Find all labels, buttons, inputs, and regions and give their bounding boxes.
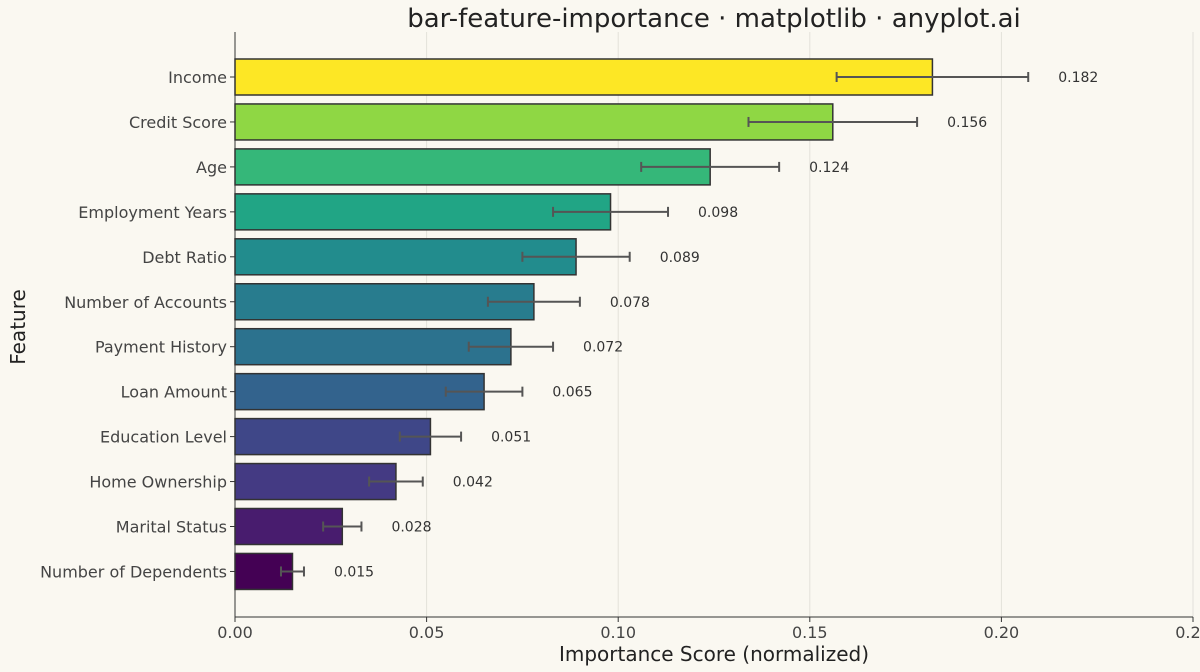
y-tick-label: Employment Years: [78, 203, 227, 222]
y-tick-label: Debt Ratio: [142, 248, 227, 267]
value-label: 0.065: [552, 385, 592, 401]
x-ticks: 0.00 0.05 0.10 0.15 0.20 0.25: [217, 617, 1200, 642]
bar-number-of-accounts: [234, 283, 535, 321]
value-label: 0.078: [610, 295, 650, 311]
value-label: 0.042: [453, 475, 493, 491]
x-tick-label: 0.00: [217, 623, 253, 642]
y-tick-label: Home Ownership: [89, 473, 227, 492]
bar-loan-amount: [234, 372, 485, 411]
bars: [234, 58, 934, 591]
bar-age: [234, 148, 711, 186]
value-labels: 0.182 0.156 0.124 0.098 0.089 0.078 0.072 0.065…: [334, 70, 1098, 580]
value-label: 0.051: [491, 430, 531, 446]
y-tick-label: Credit Score: [129, 113, 227, 132]
x-tick-label: 0.15: [792, 623, 828, 642]
y-tick-label: Number of Accounts: [64, 293, 227, 312]
y-tick-label: Income: [168, 68, 227, 87]
value-label: 0.156: [947, 115, 987, 131]
y-axis-label: Feature: [6, 289, 30, 365]
x-tick-label: 0.25: [1175, 623, 1200, 642]
y-tick-label: Age: [196, 158, 227, 177]
value-label: 0.098: [698, 205, 738, 221]
bar-employment-years: [234, 193, 612, 231]
bar-income: [234, 58, 934, 96]
value-label: 0.089: [660, 250, 700, 266]
x-tick-label: 0.20: [984, 623, 1020, 642]
value-label: 0.182: [1058, 70, 1098, 86]
chart-title: bar-feature-importance · matplotlib · an…: [407, 4, 1021, 34]
value-label: 0.124: [809, 160, 849, 176]
x-axis-label: Importance Score (normalized): [559, 642, 869, 666]
y-tick-label: Loan Amount: [121, 383, 227, 402]
value-label: 0.015: [334, 564, 374, 580]
y-tick-labels: Income Credit Score Age Employment Years Deb…: [40, 68, 235, 581]
value-label: 0.028: [391, 520, 431, 536]
y-tick-label: Education Level: [100, 428, 227, 447]
x-tick-label: 0.10: [600, 623, 636, 642]
y-tick-label: Marital Status: [116, 518, 227, 537]
y-tick-label: Number of Dependents: [40, 562, 227, 581]
bar-credit-score: [234, 103, 834, 141]
value-label: 0.072: [583, 340, 623, 356]
y-tick-label: Payment History: [95, 338, 227, 357]
error-bars: [279, 72, 1030, 577]
x-tick-label: 0.05: [409, 623, 445, 642]
